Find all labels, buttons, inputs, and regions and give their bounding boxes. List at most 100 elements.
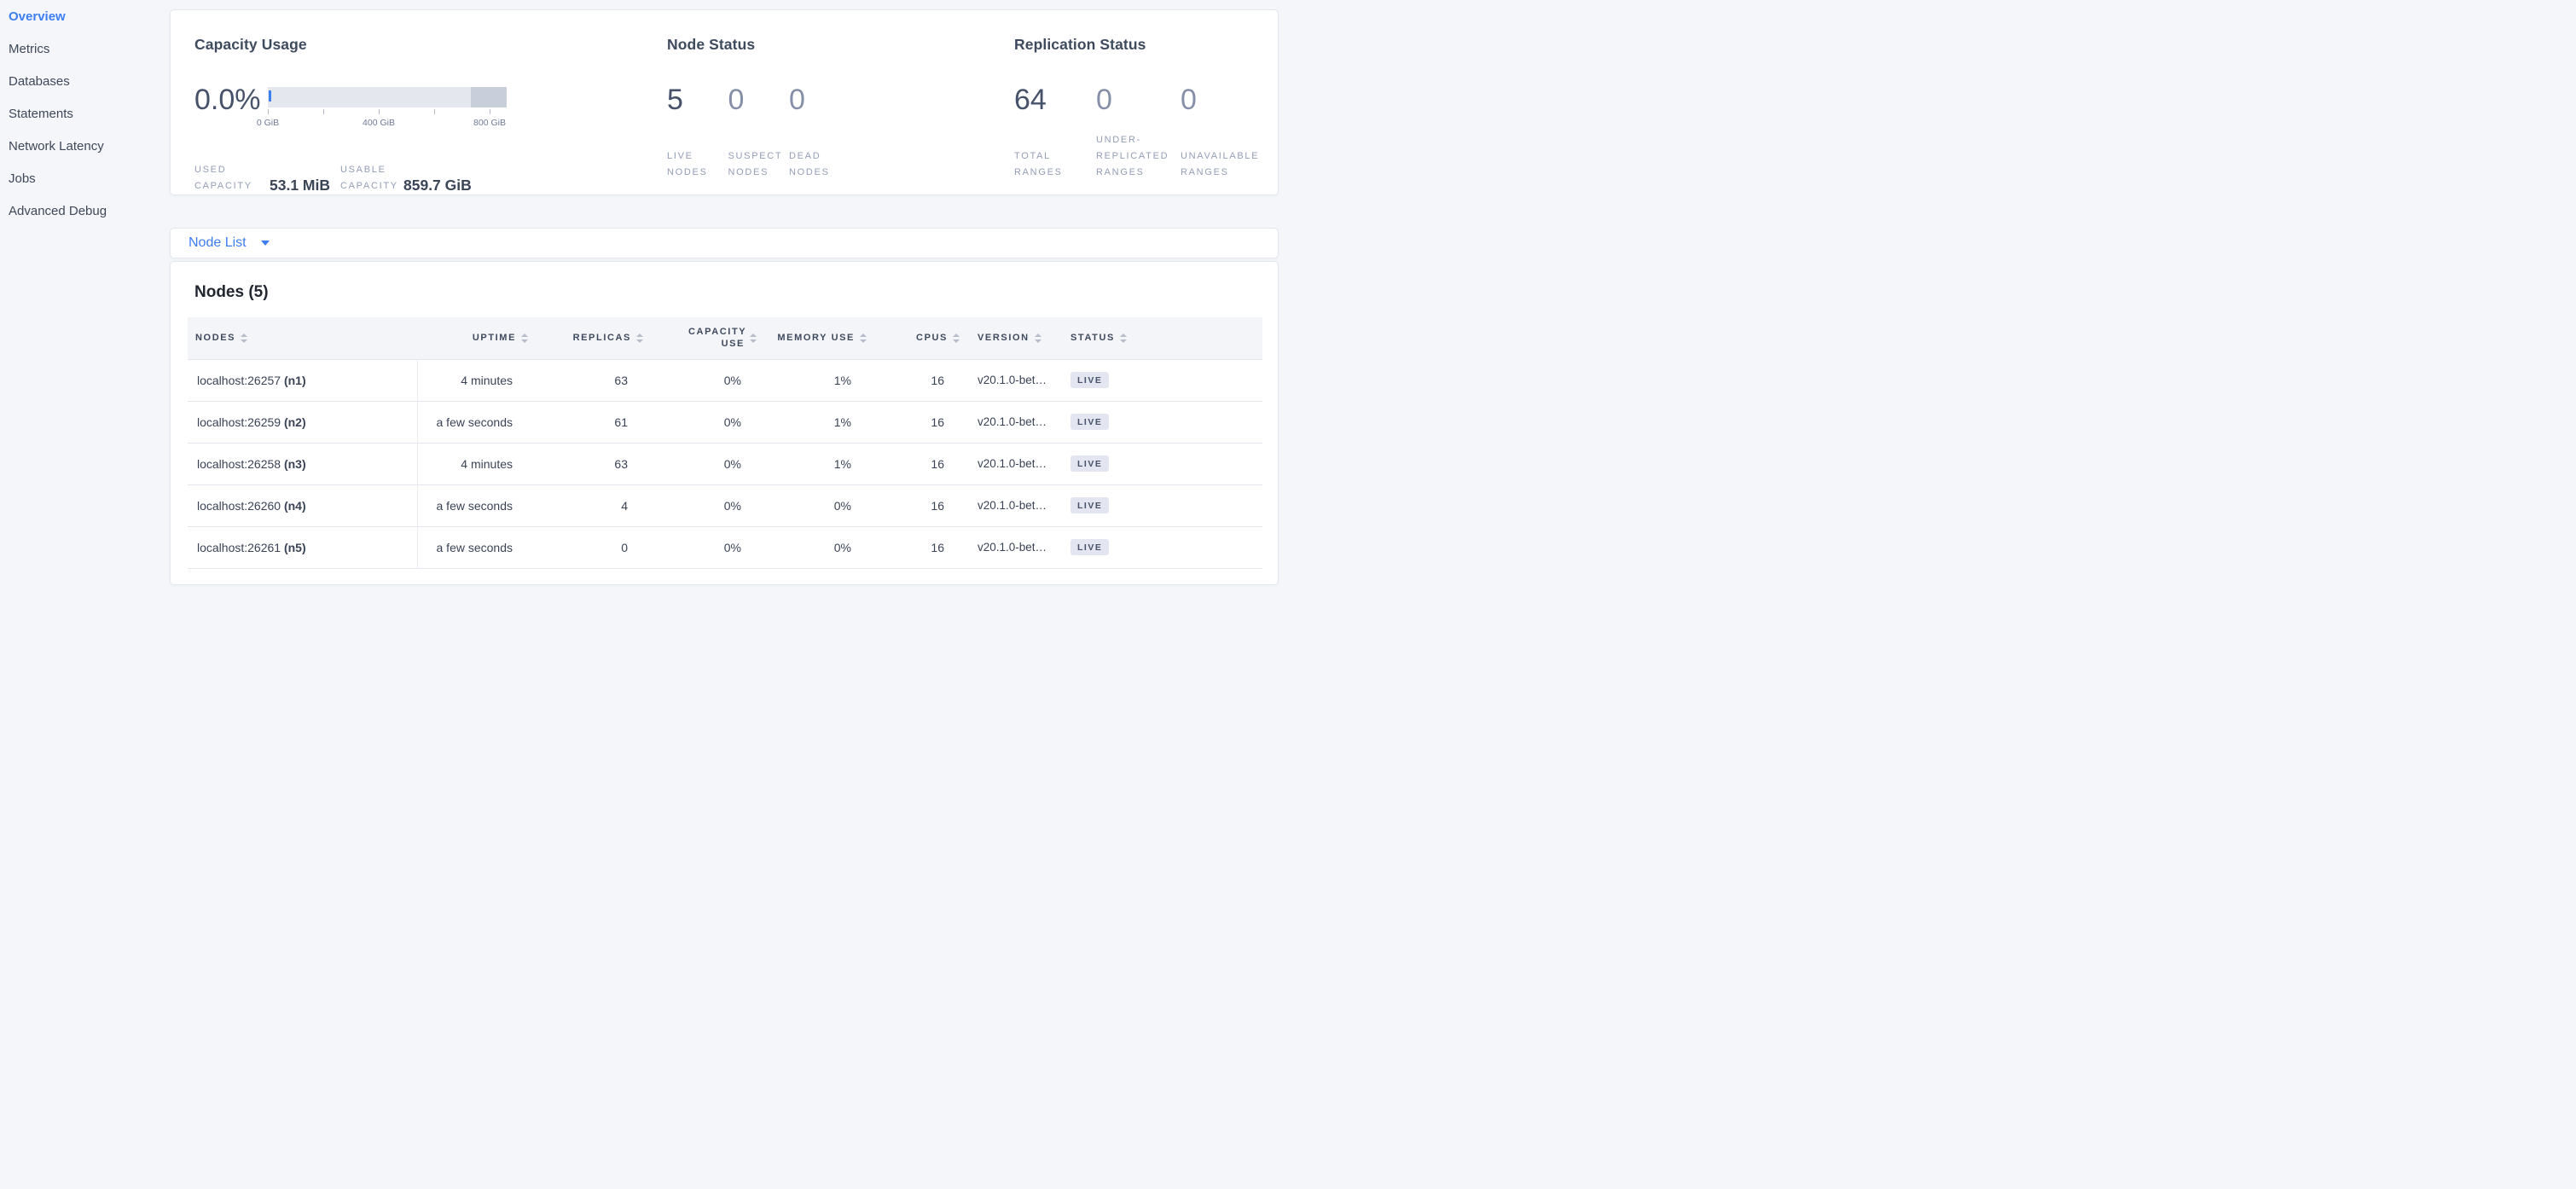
live-nodes-label: LIVE NODES: [667, 151, 708, 177]
capacity-usage-title: Capacity Usage: [194, 36, 307, 53]
used-capacity-label: USED CAPACITY: [194, 165, 252, 191]
cpus-cell: 16: [931, 540, 944, 554]
node-id: (n2): [283, 415, 306, 429]
node-id: (n1): [283, 373, 306, 387]
uptime-cell: 4 minutes: [461, 373, 513, 387]
sidebar-item-metrics[interactable]: Metrics: [0, 32, 170, 65]
sidebar-item-label: Databases: [9, 73, 70, 89]
cpus-cell: 16: [931, 415, 944, 429]
sidebar-item-databases[interactable]: Databases: [0, 65, 170, 97]
status-cell: LIVE: [1065, 401, 1262, 443]
node-status-title: Node Status: [667, 36, 756, 53]
column-header-replicas[interactable]: REPLICAS: [530, 317, 645, 359]
total-ranges-value: 64: [1014, 84, 1047, 116]
column-header-status[interactable]: STATUS: [1065, 317, 1262, 359]
replication-status-title: Replication Status: [1014, 36, 1146, 53]
replication-status-section: Replication Status 64 TOTAL RANGES 0 UND…: [1014, 10, 1279, 181]
column-label: CPUS: [916, 333, 948, 344]
table-row-n1[interactable]: localhost:26257 (n1) 4 minutes 63 0% 1% …: [188, 359, 1262, 401]
table-row-n5[interactable]: localhost:26261 (n5) a few seconds 0 0% …: [188, 526, 1262, 568]
status-badge: LIVE: [1070, 539, 1110, 555]
node-id: (n3): [283, 456, 306, 471]
version-cell: v20.1.0-bet…: [978, 541, 1047, 554]
table-header-row: NODES UPTIME REPLICAS CAPACITY USE MEMOR…: [188, 317, 1262, 359]
sort-icon: [521, 334, 528, 343]
suspect-nodes-stat: 0 SUSPECT NODES: [728, 84, 790, 181]
node-address: localhost:26261: [197, 540, 281, 554]
sidebar-item-advanced-debug[interactable]: Advanced Debug: [0, 194, 170, 227]
capacity-bar-reserved-segment: [471, 87, 507, 107]
live-nodes-value: 5: [667, 84, 683, 116]
uptime-cell: a few seconds: [436, 415, 513, 429]
memory-use-cell: 1%: [833, 415, 851, 429]
sidebar-item-overview[interactable]: Overview: [0, 0, 170, 32]
under-replicated-ranges-stat: 0 UNDER-REPLICATED RANGES: [1096, 84, 1181, 181]
node-address-cell: localhost:26261 (n5): [188, 526, 418, 568]
status-badge: LIVE: [1070, 497, 1110, 513]
column-header-capacity-use[interactable]: CAPACITY USE: [645, 317, 758, 359]
sort-icon: [750, 334, 757, 343]
capacity-axis-labels: 0 GiB 400 GiB 800 GiB: [257, 118, 507, 129]
capacity-axis-ticks: [268, 109, 507, 116]
sidebar-item-network-latency[interactable]: Network Latency: [0, 130, 170, 162]
capacity-use-cell: 0%: [723, 373, 741, 387]
sort-icon: [241, 334, 248, 343]
under-replicated-ranges-label: UNDER-REPLICATED RANGES: [1096, 135, 1169, 177]
replicas-cell: 63: [614, 456, 628, 471]
nodes-table-title: Nodes (5): [194, 283, 269, 301]
node-address: localhost:26257: [197, 373, 281, 387]
replicas-cell: 63: [614, 373, 628, 387]
total-ranges-label: TOTAL RANGES: [1014, 151, 1063, 177]
table-row-n3[interactable]: localhost:26258 (n3) 4 minutes 63 0% 1% …: [188, 443, 1262, 484]
capacity-use-cell: 0%: [723, 540, 741, 554]
unavailable-ranges-value: 0: [1181, 84, 1197, 116]
axis-label: 0 GiB: [256, 118, 280, 128]
sort-icon: [1119, 334, 1127, 343]
column-header-memory-use[interactable]: MEMORY USE: [758, 317, 868, 359]
capacity-use-cell: 0%: [723, 456, 741, 471]
node-list-dropdown[interactable]: Node List: [170, 228, 1279, 258]
cpus-cell: 16: [931, 456, 944, 471]
column-label: REPLICAS: [572, 333, 631, 344]
column-label: CAPACITY USE: [688, 327, 747, 350]
memory-use-cell: 1%: [833, 373, 851, 387]
column-label: STATUS: [1070, 333, 1115, 344]
unavailable-ranges-stat: 0 UNAVAILABLE RANGES: [1181, 84, 1276, 181]
dead-nodes-label: DEAD NODES: [789, 151, 830, 177]
used-capacity-value: 53.1 MiB: [270, 177, 330, 194]
node-address-cell: localhost:26257 (n1): [188, 359, 418, 401]
status-badge: LIVE: [1070, 455, 1110, 472]
sidebar-item-jobs[interactable]: Jobs: [0, 162, 170, 194]
column-label: MEMORY USE: [777, 333, 855, 344]
suspect-nodes-label: SUSPECT NODES: [728, 151, 783, 177]
version-cell: v20.1.0-bet…: [978, 415, 1047, 428]
column-header-nodes[interactable]: NODES: [188, 317, 417, 359]
table-row-n2[interactable]: localhost:26259 (n2) a few seconds 61 0%…: [188, 401, 1262, 443]
status-cell: LIVE: [1065, 443, 1262, 484]
node-list-dropdown-label[interactable]: Node List: [189, 235, 247, 250]
table-row-n4[interactable]: localhost:26260 (n4) a few seconds 4 0% …: [188, 484, 1262, 526]
column-header-uptime[interactable]: UPTIME: [417, 317, 530, 359]
node-address: localhost:26260: [197, 498, 281, 513]
axis-label: 400 GiB: [363, 118, 395, 128]
node-id: (n5): [283, 540, 306, 554]
status-cell: LIVE: [1065, 359, 1262, 401]
capacity-usage-section: Capacity Usage 0.0%: [194, 10, 553, 194]
axis-tick: [323, 109, 324, 114]
uptime-cell: 4 minutes: [461, 456, 513, 471]
sidebar: Overview Metrics Databases Statements Ne…: [0, 0, 170, 594]
cluster-summary-card: Capacity Usage 0.0%: [170, 9, 1279, 195]
replicas-cell: 0: [621, 540, 628, 554]
axis-label: 800 GiB: [473, 118, 506, 128]
column-header-cpus[interactable]: CPUS: [868, 317, 961, 359]
capacity-bar-used-indicator: [269, 90, 271, 102]
node-address: localhost:26259: [197, 415, 281, 429]
under-replicated-ranges-value: 0: [1096, 84, 1112, 116]
axis-tick: [379, 109, 380, 114]
unavailable-ranges-label: UNAVAILABLE RANGES: [1181, 151, 1260, 177]
sidebar-item-statements[interactable]: Statements: [0, 97, 170, 130]
version-cell: v20.1.0-bet…: [978, 499, 1047, 512]
node-address-cell: localhost:26258 (n3): [188, 443, 418, 484]
capacity-details: USED CAPACITY 53.1 MiB USABLE CAPACITY 8…: [194, 146, 553, 194]
column-header-version[interactable]: VERSION: [961, 317, 1065, 359]
